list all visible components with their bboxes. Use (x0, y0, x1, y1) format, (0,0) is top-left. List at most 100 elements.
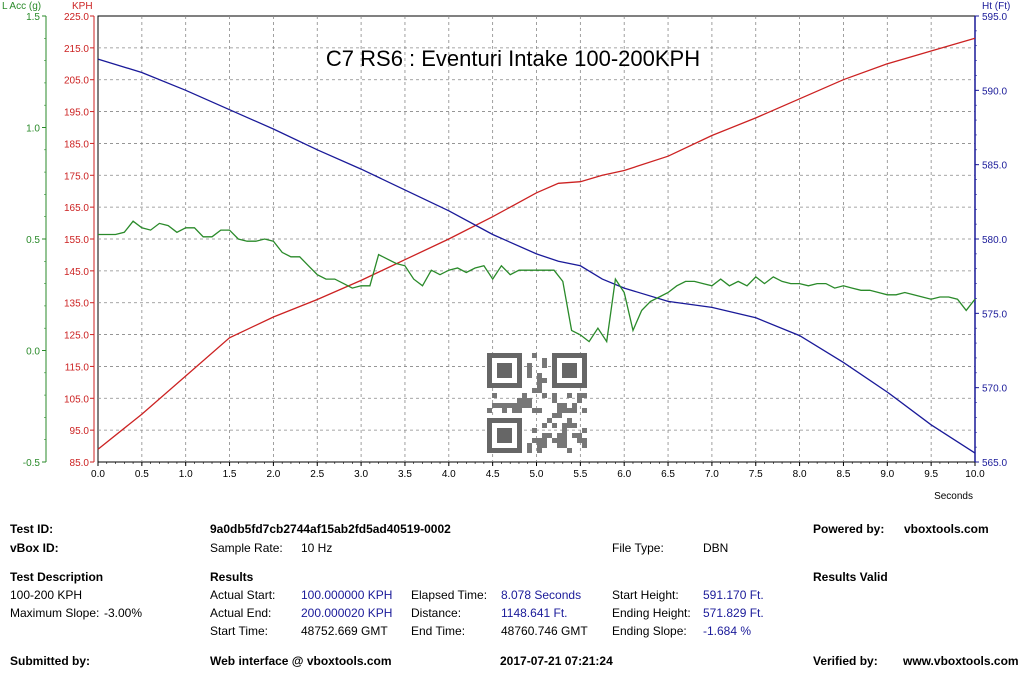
qr-module (517, 403, 522, 408)
x-tick-label: 4.5 (486, 469, 500, 480)
actual-start-label: Actual Start: (210, 588, 276, 602)
actual-start-value: 100.000000 KPH (301, 588, 393, 602)
verified-by-value[interactable]: www.vboxtools.com (903, 654, 1019, 668)
qr-module (537, 443, 542, 448)
ht-tick-label: 590.0 (982, 86, 1007, 97)
qr-module (517, 398, 522, 403)
distance-value: 1148.641 Ft. (501, 606, 568, 620)
lacc-tick-label: 1.0 (26, 124, 40, 135)
test-id-value: 9a0db5fd7cb2744af15ab2fd5ad40519-0002 (210, 522, 451, 536)
test-description-label: Test Description (10, 570, 104, 584)
ht-tick-label: 570.0 (982, 384, 1007, 395)
qr-module (527, 373, 532, 378)
qr-module (582, 438, 587, 443)
qr-module (572, 433, 577, 438)
qr-module (582, 428, 587, 433)
kph-tick-label: 155.0 (64, 235, 89, 246)
qr-module (562, 403, 567, 408)
qr-module (567, 393, 572, 398)
qr-module (542, 423, 547, 428)
results-valid: Results Valid (813, 570, 888, 584)
qr-module (542, 378, 547, 383)
qr-module (527, 368, 532, 373)
ht-tick-label: 595.0 (982, 12, 1007, 23)
series-line-kph (97, 37, 976, 450)
qr-module (537, 408, 542, 413)
x-tick-label: 7.5 (749, 469, 763, 480)
x-tick-label: 0.0 (91, 469, 105, 480)
qr-module (577, 433, 582, 438)
qr-module (532, 438, 537, 443)
sample-rate-value: 10 Hz (301, 541, 333, 555)
qr-module (547, 418, 552, 423)
actual-end-label: Actual End: (210, 606, 272, 620)
qr-module (527, 398, 532, 403)
kph-tick-label: 215.0 (64, 44, 89, 55)
web-interface-link[interactable]: Web interface @ vboxtools.com (210, 654, 392, 668)
qr-module (497, 403, 502, 408)
ending-height-value: 571.829 Ft. (703, 606, 764, 620)
lacc-tick-label: -0.5 (23, 458, 41, 469)
qr-module (562, 438, 567, 443)
ending-slope-value: -1.684 % (703, 624, 752, 638)
qr-module (562, 433, 567, 438)
qr-module (552, 438, 557, 443)
x-tick-label: 2.0 (266, 469, 280, 480)
kph-tick-label: 135.0 (64, 299, 89, 310)
x-tick-label: 9.5 (924, 469, 938, 480)
qr-module (567, 408, 572, 413)
qr-module (562, 428, 567, 433)
x-tick-label: 6.0 (617, 469, 631, 480)
qr-module (572, 408, 577, 413)
qr-module (502, 408, 507, 413)
start-height-label: Start Height: (612, 588, 679, 602)
series-line-l-acc (98, 220, 976, 344)
ending-height-label: Ending Height: (612, 606, 691, 620)
qr-module (537, 383, 542, 388)
qr-module (507, 403, 512, 408)
x-tick-label: 0.5 (135, 469, 149, 480)
x-tick-label: 1.5 (223, 469, 237, 480)
qr-module (567, 423, 572, 428)
lacc-tick-label: 0.5 (26, 235, 40, 246)
actual-end-value: 200.000020 KPH (301, 606, 393, 620)
kph-tick-label: 205.0 (64, 76, 89, 87)
x-tick-label: 5.0 (530, 469, 544, 480)
max-slope-value: -3.00% (104, 606, 143, 620)
x-axis-label: Seconds (934, 491, 973, 502)
max-slope-label: Maximum Slope: (10, 606, 100, 620)
qr-module (562, 443, 567, 448)
qr-module (562, 423, 567, 428)
lacc-tick-label: 1.5 (26, 12, 40, 23)
qr-module (537, 378, 542, 383)
x-tick-label: 10.0 (965, 469, 985, 480)
qr-module (552, 423, 557, 428)
ht-tick-label: 585.0 (982, 161, 1007, 172)
x-tick-label: 1.0 (179, 469, 193, 480)
vbox-id-label: vBox ID: (10, 541, 59, 555)
qr-module (502, 403, 507, 408)
qr-module (557, 443, 562, 448)
kph-tick-label: 225.0 (64, 12, 89, 23)
qr-module (557, 408, 562, 413)
file-type-value: DBN (703, 541, 729, 555)
qr-module (532, 388, 537, 393)
chart: 0.0 0.5 1.0 1.5 2.0 2.5 3.0 3.5 4.0 4.5 5.0 5.5 6.0 6… (2, 1, 1010, 502)
kph-tick-label: 105.0 (64, 394, 89, 405)
qr-module (567, 418, 572, 423)
ht-tick-label: 565.0 (982, 458, 1007, 469)
qr-finder-center (497, 363, 512, 378)
qr-module (552, 398, 557, 403)
x-tick-label: 7.0 (705, 469, 719, 480)
kph-tick-label: 115.0 (65, 362, 90, 373)
qr-module (552, 393, 557, 398)
qr-module (582, 443, 587, 448)
qr-module (577, 438, 582, 443)
qr-module (522, 403, 527, 408)
qr-finder-center (562, 363, 577, 378)
x-tick-label: 3.5 (398, 469, 412, 480)
x-tick-label: 5.5 (573, 469, 587, 480)
qr-module (557, 403, 562, 408)
qr-module (537, 448, 542, 453)
lacc-tick-label: 0.0 (26, 347, 40, 358)
